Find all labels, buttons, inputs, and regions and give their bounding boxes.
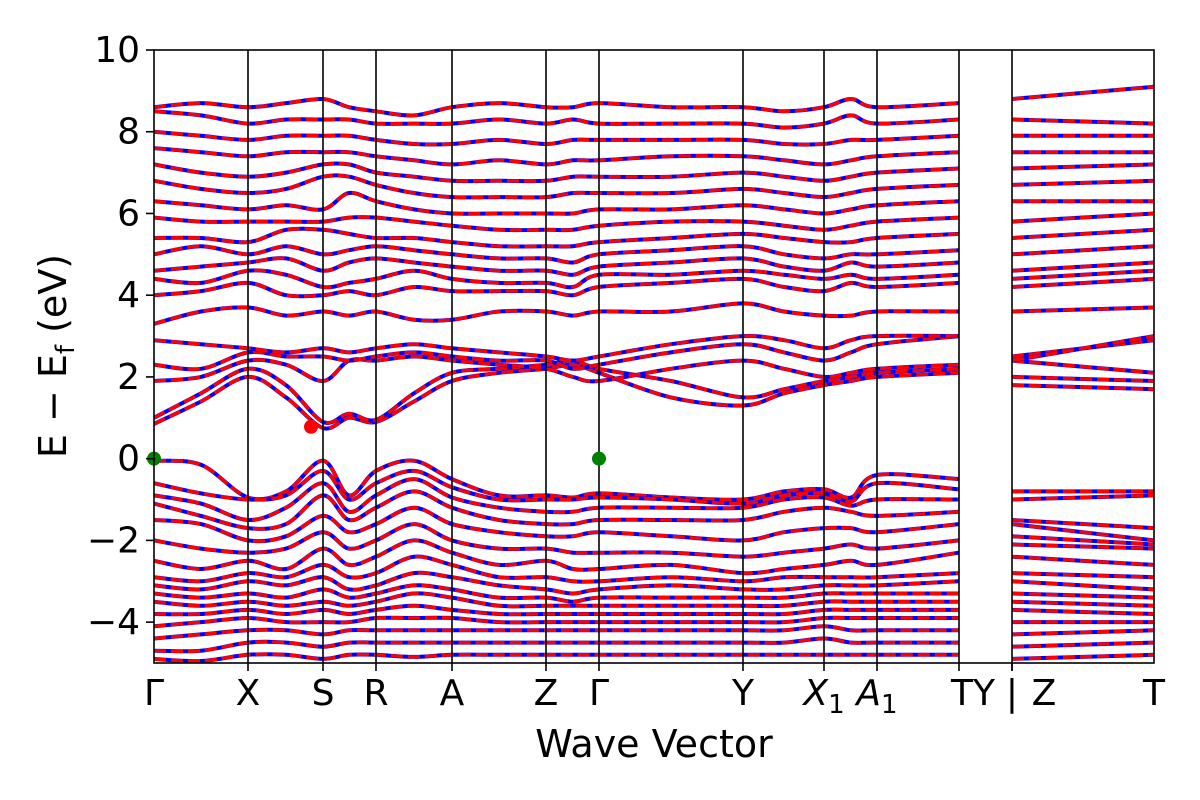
- y-tick-label: 2: [117, 357, 140, 398]
- y-axis-title-sub: f: [51, 344, 81, 354]
- band-line-spin-down: [1011, 493, 1154, 502]
- y-axis-title: E − Ef (eV): [31, 254, 81, 458]
- band-line-spin-down: [1011, 571, 1154, 579]
- band-line-spin-down: [1011, 591, 1154, 600]
- x-tick-label: Γ: [589, 673, 609, 714]
- band-line-spin-down: [1011, 260, 1154, 273]
- band-line-spin-down: [1011, 375, 1154, 383]
- band-line-spin-down: [154, 244, 960, 265]
- x-tick-label: X1: [801, 673, 844, 720]
- x-tick-label: Γ: [144, 673, 164, 714]
- band-line-spin-down: [154, 109, 960, 130]
- y-tick-label: 4: [117, 275, 140, 316]
- band-line-spin-down: [1011, 162, 1154, 171]
- band-line-spin-down: [1011, 608, 1154, 616]
- y-tick-label: 8: [117, 112, 140, 153]
- x-tick-label: A1: [854, 673, 897, 720]
- band-line-spin-down: [1011, 518, 1154, 530]
- band-line-spin-down: [154, 489, 960, 531]
- band-line-spin-down: [1011, 244, 1154, 256]
- x-axis-ticks: Γ X S R A Z Γ Y X1 A1 TY | Z T: [144, 663, 1166, 720]
- band-line-spin-up: [154, 276, 960, 299]
- kpoint-lines: [247, 50, 1013, 663]
- y-tick-label: 0: [117, 439, 140, 480]
- band-line-spin-down: [154, 583, 959, 604]
- band-line-spin-down: [1011, 600, 1154, 608]
- x-tick-label: Z: [534, 673, 559, 714]
- band-line-spin-down: [154, 256, 960, 277]
- y-tick-label: −2: [87, 520, 140, 561]
- x-tick-label: TY: [950, 673, 996, 714]
- band-line-spin-down: [1011, 542, 1154, 551]
- x-tick-label-base: A: [854, 673, 881, 714]
- band-line-spin-down: [1011, 117, 1154, 126]
- plot-frame: [153, 49, 1155, 664]
- y-tick-label: −4: [87, 602, 140, 643]
- band-line-spin-down: [154, 97, 960, 118]
- band-line-spin-down: [1011, 555, 1154, 567]
- y-axis-title-unit: (eV): [31, 254, 75, 345]
- y-axis-ticks: −4 −2 0 2 4 6 8 10: [87, 30, 154, 643]
- band-line-spin-down: [1011, 358, 1154, 375]
- x-tick-label: T: [1142, 673, 1166, 714]
- y-tick-label: 10: [94, 30, 140, 71]
- band-extremum-marker: [304, 419, 318, 434]
- band-line-spin-down: [1011, 628, 1154, 637]
- bands-layer: [154, 84, 1154, 663]
- band-line-spin-down: [1011, 305, 1154, 314]
- band-line-spin-down: [154, 301, 960, 326]
- band-line-spin-down: [1011, 211, 1154, 224]
- band-line-spin-down: [1011, 640, 1154, 649]
- y-tick-label: 6: [117, 193, 140, 234]
- x-tick-label-sub: 1: [828, 690, 845, 720]
- band-line-spin-down: [1011, 179, 1154, 187]
- band-line-spin-down: [1011, 85, 1154, 101]
- band-line-spin-down: [154, 191, 960, 216]
- band-line-spin-down: [1011, 277, 1154, 289]
- band-line-spin-down: [1011, 228, 1154, 240]
- x-tick-label: R: [363, 673, 388, 714]
- x-tick-label: Y: [731, 673, 755, 714]
- markers-layer: [147, 419, 606, 466]
- band-line-spin-down: [154, 334, 960, 363]
- x-tick-label: X: [236, 673, 261, 714]
- x-tick-label-sub: 1: [881, 690, 898, 720]
- band-line-spin-down: [1011, 269, 1154, 281]
- band-line-spin-down: [1011, 534, 1154, 547]
- band-line-spin-down: [154, 505, 960, 543]
- band-line-spin-down: [154, 277, 960, 298]
- x-tick-label: A: [440, 673, 465, 714]
- x-axis-title: Wave Vector: [535, 722, 773, 766]
- band-line-spin-down: [154, 458, 960, 502]
- band-line-spin-down: [1011, 522, 1154, 543]
- band-line-spin-down: [1011, 579, 1154, 592]
- band-line-spin-down: [1011, 653, 1154, 661]
- x-tick-label: |: [1006, 673, 1018, 714]
- x-tick-label: Z: [1032, 673, 1057, 714]
- band-line-spin-down: [1011, 334, 1154, 363]
- x-tick-label: S: [312, 673, 335, 714]
- band-line-spin-down: [154, 538, 960, 575]
- x-tick-label-base: X: [801, 673, 829, 714]
- band-line-spin-down: [154, 173, 960, 200]
- band-extremum-marker: [592, 451, 606, 466]
- y-axis-title-main: E − E: [31, 354, 75, 458]
- band-line-spin-down: [154, 636, 959, 654]
- band-line-spin-down: [1011, 383, 1154, 391]
